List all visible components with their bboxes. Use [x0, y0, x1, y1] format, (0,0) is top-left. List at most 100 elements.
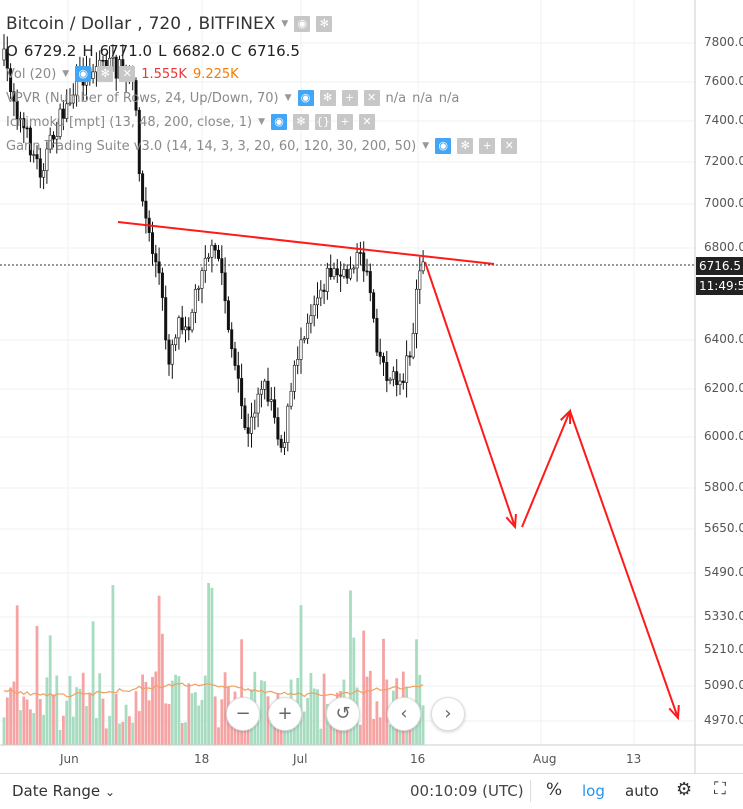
volume-bar [174, 674, 177, 745]
price-tick-label: 7600.0 [704, 74, 743, 88]
price-tick-label: 4970.0 [704, 713, 743, 727]
volume-bar [279, 722, 283, 745]
volume-bar [58, 729, 62, 745]
candle-body [335, 268, 339, 276]
volume-bar [95, 718, 98, 745]
indicator-vpvr[interactable]: VPVR (Number of Rows, 24, Up/Down, 70) ▼… [6, 90, 459, 106]
chevron-down-icon[interactable]: ▼ [284, 93, 292, 103]
volume-bar [375, 701, 379, 745]
plus-icon[interactable]: + [337, 114, 354, 130]
chevron-down-icon[interactable]: ▼ [422, 141, 430, 151]
zoom-out-button[interactable]: − [226, 697, 260, 731]
indicator-value: n/a [412, 90, 433, 106]
candle-body [269, 399, 273, 402]
volume-bar [302, 711, 306, 745]
volume-bar [266, 696, 270, 745]
plus-icon[interactable]: + [341, 90, 358, 106]
volume-bar [217, 727, 220, 745]
percent-toggle[interactable]: % [546, 780, 563, 800]
date-range-button[interactable]: Date Range ⌄ [12, 782, 115, 800]
eye-icon[interactable]: ◉ [75, 66, 92, 82]
time-tick-label: 18 [194, 752, 210, 766]
plus-icon[interactable]: + [479, 138, 496, 154]
candle-body [405, 355, 409, 383]
close-icon[interactable]: ✕ [501, 138, 518, 154]
candle-body [193, 289, 197, 313]
candle-body [111, 56, 115, 59]
candle-body [177, 317, 181, 339]
volume-bar [164, 703, 168, 745]
utc-clock[interactable]: 00:10:09 (UTC) [410, 782, 524, 800]
candle-body [309, 315, 313, 324]
candle-body [253, 412, 257, 418]
eye-icon[interactable]: ◉ [297, 90, 314, 106]
scroll-right-button[interactable]: › [431, 697, 465, 731]
volume-bar [306, 697, 309, 745]
price-tick-label: 6400.0 [704, 332, 743, 346]
volume-bar [81, 672, 85, 745]
price-tick-label: 5490.0 [704, 565, 743, 579]
volume-bar [42, 714, 45, 745]
volume-bar [147, 700, 151, 745]
volume-bar [322, 673, 326, 745]
gear-icon[interactable]: ✻ [97, 66, 114, 82]
eye-icon[interactable]: ◉ [294, 16, 311, 32]
gear-icon[interactable]: ✻ [457, 138, 474, 154]
candle-body [315, 297, 319, 306]
arrow-head [668, 704, 680, 721]
ohlc-open: 6729.2 [23, 42, 77, 60]
volume-value: 1.555K [141, 66, 187, 82]
candle-body [58, 108, 62, 137]
volume-bar [269, 706, 273, 745]
chart-title[interactable]: Bitcoin / Dollar, 720, BITFINEX ▼ ◉ ✻ [6, 14, 333, 34]
candle-body [322, 289, 326, 292]
volume-bar [68, 675, 72, 745]
projection-arrow [521, 410, 571, 528]
volume-bar [203, 675, 207, 745]
candle-body [12, 91, 16, 102]
volume-bar [220, 699, 224, 745]
volume-bar [197, 705, 201, 745]
close-icon[interactable]: ✕ [363, 90, 380, 106]
gear-icon[interactable]: ⚙ [676, 779, 693, 800]
candle-body [273, 399, 277, 418]
volume-bar [52, 694, 55, 745]
price-tick-label: 5210.0 [704, 642, 743, 656]
chevron-down-icon[interactable]: ▼ [281, 19, 289, 29]
candle-body [38, 158, 42, 178]
candle-body [421, 261, 425, 272]
price-tick-label: 7200.0 [704, 154, 743, 168]
eye-icon[interactable]: ◉ [271, 114, 288, 130]
indicator-gann[interactable]: Gann Trading Suite v3.0 (14, 14, 3, 3, 2… [6, 138, 518, 154]
reset-chart-button[interactable]: ↺ [326, 697, 360, 731]
candle-body [411, 333, 415, 358]
volume-bar [345, 721, 349, 745]
volume-bar [157, 595, 161, 745]
zoom-in-button[interactable]: + [268, 697, 302, 731]
eye-icon[interactable]: ◉ [435, 138, 452, 154]
fullscreen-icon[interactable]: ⛶ [714, 779, 726, 799]
volume-bar [177, 676, 181, 745]
candle-body [197, 288, 201, 290]
scroll-left-button[interactable]: ‹ [387, 697, 421, 731]
log-toggle[interactable]: log [582, 782, 605, 800]
gear-icon[interactable]: ✻ [293, 114, 310, 130]
indicator-volume[interactable]: Vol (20) ▼ ◉ ✻ ✕ 1.555K 9.225K [6, 66, 239, 82]
volume-bar [349, 590, 352, 745]
auto-toggle[interactable]: auto [625, 782, 659, 800]
exchange: BITFINEX [198, 14, 276, 34]
chevron-down-icon[interactable]: ▼ [62, 69, 70, 79]
candle-body [32, 154, 36, 156]
gear-icon[interactable]: ✻ [319, 90, 336, 106]
gear-icon[interactable]: ✻ [316, 16, 333, 32]
candle-body [418, 270, 422, 290]
chevron-down-icon[interactable]: ▼ [258, 117, 266, 127]
indicator-ichimoku[interactable]: Ichimoku [mpt] (13, 48, 200, close, 1) ▼… [6, 114, 376, 130]
volume-bar [75, 687, 78, 745]
volume-bar [91, 621, 95, 745]
source-code-icon[interactable]: {} [315, 114, 332, 130]
volume-bar [131, 722, 135, 745]
close-icon[interactable]: ✕ [359, 114, 376, 130]
volume-bar [194, 692, 197, 745]
close-icon[interactable]: ✕ [119, 66, 136, 82]
